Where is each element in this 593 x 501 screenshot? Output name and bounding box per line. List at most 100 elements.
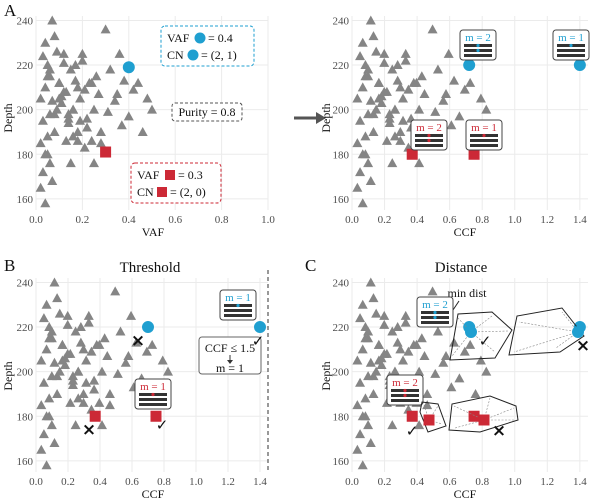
triangle-point bbox=[357, 82, 368, 92]
triangle-point bbox=[54, 77, 65, 87]
triangle-point bbox=[47, 95, 58, 105]
triangle-point bbox=[126, 310, 137, 320]
x-tick-label: 0.8 bbox=[215, 214, 229, 226]
triangle-point bbox=[142, 93, 153, 103]
triangle-point bbox=[446, 120, 457, 130]
purity-text: Purity = 0.8 bbox=[178, 105, 235, 119]
triangle-point bbox=[112, 89, 123, 99]
check-icon: ✓ bbox=[479, 332, 492, 350]
triangle-point bbox=[414, 158, 425, 168]
panel-c: C Distance 0.0 0.2 0.4 0.6 0.8 1.0 1.2 1.4 160 18… bbox=[305, 256, 590, 501]
check-icon: ✓ bbox=[406, 422, 419, 440]
triangle-point bbox=[41, 299, 52, 309]
distance-line bbox=[470, 330, 509, 333]
vaf-red-label: VAF bbox=[137, 168, 160, 182]
x-tick-label: 0.0 bbox=[345, 476, 359, 488]
triangle-point bbox=[57, 339, 68, 349]
x-axis-label-b: CCF bbox=[142, 487, 165, 501]
min-dist-label: min dist bbox=[447, 286, 487, 300]
triangle-point bbox=[400, 55, 411, 65]
circle-point bbox=[122, 61, 135, 74]
triangle-point bbox=[352, 93, 363, 103]
triangle-point bbox=[357, 411, 368, 421]
x-tick-label: 1.0 bbox=[189, 476, 203, 488]
x-tick-label: 0.2 bbox=[76, 214, 90, 226]
triangle-point bbox=[73, 393, 84, 403]
multiplicity-label: m = 1 bbox=[558, 32, 584, 44]
triangle-point bbox=[357, 460, 368, 470]
triangle-point bbox=[116, 120, 127, 130]
triangle-point bbox=[70, 326, 81, 336]
square-point bbox=[468, 410, 480, 422]
y-tick-label: 160 bbox=[333, 194, 350, 206]
purity-box bbox=[171, 102, 243, 122]
cn-blue-label: CN bbox=[167, 48, 184, 62]
triangle-point bbox=[449, 337, 460, 347]
y-tick-label: 180 bbox=[17, 411, 34, 423]
triangle-point bbox=[365, 15, 376, 25]
triangle-point bbox=[403, 84, 414, 94]
triangle-point bbox=[470, 388, 481, 398]
triangle-point bbox=[379, 310, 390, 320]
triangle-point bbox=[112, 368, 123, 378]
triangle-point bbox=[365, 438, 376, 448]
x-tick-label: 0.6 bbox=[443, 214, 457, 226]
triangle-point bbox=[58, 57, 69, 67]
triangle-point bbox=[38, 313, 49, 323]
triangle-point bbox=[379, 348, 390, 358]
triangle-point bbox=[49, 126, 60, 136]
y-axis-label-c: Depth bbox=[319, 361, 333, 390]
triangle-point bbox=[123, 351, 134, 361]
mutation-mark bbox=[433, 315, 437, 320]
triangle-point bbox=[352, 400, 363, 410]
triangle-point bbox=[104, 388, 115, 398]
cluster-hull bbox=[508, 307, 585, 356]
chromosome-bar bbox=[470, 139, 498, 142]
triangle-point bbox=[46, 326, 57, 336]
triangle-point bbox=[38, 429, 49, 439]
triangle-point bbox=[368, 293, 379, 303]
vaf-red-value: = 0.3 bbox=[178, 168, 203, 182]
triangle-point bbox=[40, 198, 51, 208]
triangle-point bbox=[49, 277, 60, 287]
triangle-point bbox=[75, 337, 86, 347]
triangle-point bbox=[414, 420, 425, 430]
triangle-point bbox=[36, 400, 47, 410]
mutation-mark bbox=[476, 48, 480, 53]
circle-point bbox=[573, 59, 586, 72]
triangle-point bbox=[99, 333, 110, 343]
triangle-point bbox=[419, 89, 430, 99]
triangle-point bbox=[89, 384, 100, 394]
triangle-point bbox=[365, 95, 376, 105]
blue-circle-icon bbox=[187, 49, 199, 61]
mutation-mark bbox=[476, 43, 480, 48]
triangle-point bbox=[414, 366, 425, 376]
x-tick-label: 0.8 bbox=[475, 476, 489, 488]
x-tick-label: 0.4 bbox=[410, 476, 424, 488]
multiplicity-box: m = 2 bbox=[459, 29, 497, 61]
panel-label-a: A bbox=[4, 1, 17, 20]
cn-red-value: = (2, 0) bbox=[170, 185, 206, 199]
multiplicity-box: m = 2 bbox=[386, 374, 424, 406]
triangle-point bbox=[432, 326, 443, 336]
triangle-point bbox=[49, 438, 60, 448]
square-point bbox=[406, 148, 418, 160]
cn-red-label: CN bbox=[137, 185, 154, 199]
triangle-point bbox=[440, 351, 451, 361]
multiplicity-box: m = 1 bbox=[552, 29, 590, 61]
triangle-point bbox=[65, 158, 76, 168]
y-tick-label: 180 bbox=[17, 149, 34, 161]
triangle-point bbox=[131, 337, 142, 347]
triangle-point bbox=[371, 46, 382, 56]
triangle-point bbox=[454, 111, 465, 121]
triangle-point bbox=[440, 89, 451, 99]
triangle-point bbox=[398, 115, 409, 125]
multiplicity-label: m = 2 bbox=[465, 32, 491, 44]
triangle-point bbox=[62, 319, 73, 329]
multiplicity-label: m = 2 bbox=[416, 122, 442, 134]
cross-icon: × bbox=[82, 420, 96, 440]
triangle-point bbox=[46, 371, 57, 381]
y-tick-label: 160 bbox=[17, 194, 34, 206]
triangle-point bbox=[163, 366, 173, 376]
